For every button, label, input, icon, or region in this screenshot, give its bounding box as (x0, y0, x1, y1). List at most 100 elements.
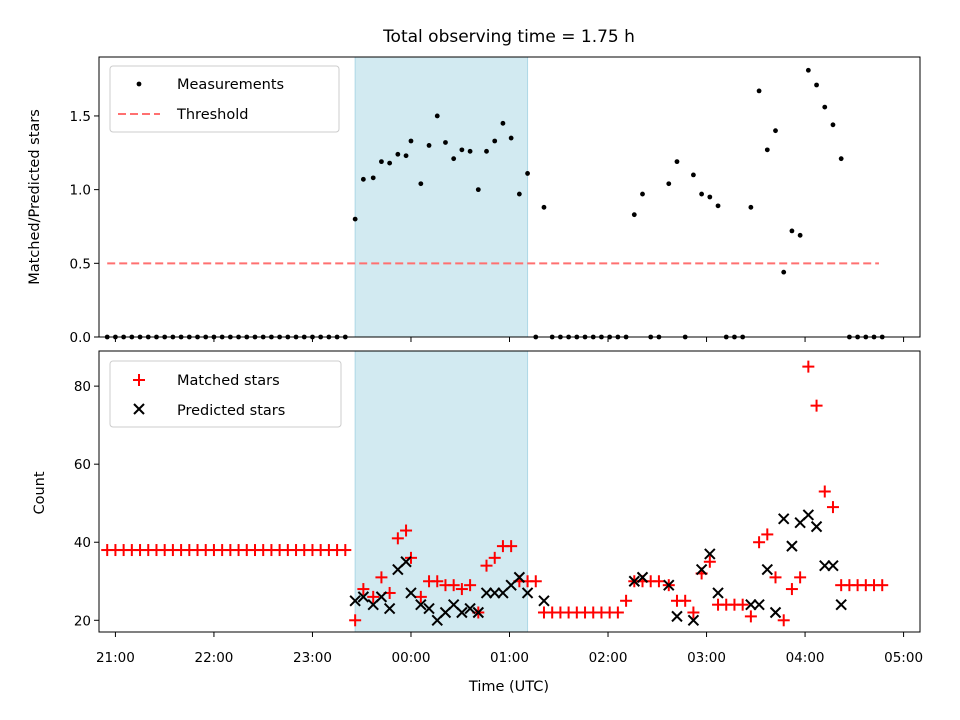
matched-star-point (505, 540, 518, 553)
measurement-point (395, 151, 401, 157)
measurement-point (666, 181, 672, 187)
top-legend: Measurements Threshold (109, 65, 340, 133)
predicted-star-point (400, 556, 412, 568)
measurement-point (434, 113, 440, 119)
matched-star-point (769, 571, 782, 584)
matched-star-point (400, 524, 413, 537)
matched-star-point (349, 614, 362, 627)
matched-star-point (802, 360, 815, 373)
matched-star-point (480, 559, 493, 572)
top-legend-box (109, 65, 340, 133)
predicted-star-point (769, 606, 782, 619)
measurement-point (830, 122, 836, 128)
matched-star-point (876, 579, 889, 592)
measurement-point (379, 159, 384, 165)
measurement-point (408, 138, 414, 144)
bottom-legend: Matched stars Predicted stars (109, 360, 342, 428)
top-axis-ticks: 0.0 0.5 1.0 1.5 (70, 109, 905, 346)
matched-star-point (391, 532, 404, 545)
predicted-star-point (687, 614, 700, 626)
bottom-plot-frame (98, 350, 921, 633)
x-tick-label: 23:00 (293, 650, 332, 666)
matched-star-point (794, 571, 807, 584)
legend-threshold-label: Threshold (176, 107, 248, 123)
measurement-point (707, 194, 713, 200)
x-tick-label: 01:00 (490, 650, 529, 666)
legend-measurements-marker (136, 81, 142, 87)
bottom-y-axis-label: Count (32, 471, 48, 514)
predicted-star-point (786, 540, 798, 552)
measurement-point (475, 187, 481, 193)
predicted-star-point (695, 563, 708, 576)
measurement-point (789, 228, 795, 234)
legend-matched-marker (133, 374, 145, 386)
measurement-point (805, 67, 811, 73)
measurement-point (459, 147, 465, 153)
x-tick-label: 00:00 (392, 650, 431, 666)
matched-star-point (679, 594, 692, 607)
measurement-point (387, 160, 393, 166)
measurement-point (516, 191, 522, 197)
predicted-star-point (671, 610, 683, 623)
top-plot-frame (98, 56, 921, 338)
matched-star-point (620, 594, 633, 607)
bottom-legend-box (109, 360, 342, 428)
predicted-star-point (538, 595, 550, 607)
bottom-panel: 20 40 60 80 21:00 22:00 23:00 00:00 01:00 02:00 03… (32, 350, 923, 695)
x-tick-label: 04:00 (786, 650, 825, 666)
legend-measurements-label: Measurements (177, 77, 284, 93)
measurement-point (781, 269, 787, 275)
matched-star-point (375, 571, 388, 584)
matched-stars-series (101, 360, 889, 627)
chart-title: Total observing time = 1.75 h (382, 27, 635, 47)
measurement-point (814, 82, 819, 88)
matched-star-point (455, 583, 468, 596)
predicted-star-point (375, 591, 388, 603)
matched-star-point (367, 590, 380, 603)
predicted-star-point (464, 602, 476, 615)
top-y-axis-label: Matched/Predicted stars (27, 109, 43, 285)
top-y-tick-label: 0.5 (70, 256, 91, 272)
matched-star-point (611, 606, 624, 619)
x-tick-label: 21:00 (96, 650, 135, 666)
predicted-star-point (636, 571, 649, 584)
measurement-point (403, 153, 409, 159)
predicted-star-point (810, 520, 823, 533)
measurement-point (838, 156, 844, 162)
predicted-star-point (761, 563, 774, 576)
measurement-point (674, 159, 680, 165)
predicted-star-point (802, 509, 815, 521)
measurement-point (352, 216, 358, 222)
bottom-y-tick-label: 60 (74, 457, 91, 473)
measurement-point (748, 204, 754, 210)
matched-star-point (488, 551, 501, 564)
x-tick-label: 02:00 (589, 650, 628, 666)
matched-star-point (810, 399, 823, 412)
legend-matched-label: Matched stars (177, 373, 280, 389)
measurement-point (467, 148, 473, 154)
matched-star-point (464, 579, 477, 592)
measurement-point (418, 181, 424, 187)
matched-star-point (529, 575, 542, 588)
predicted-star-point (423, 602, 435, 615)
bottom-y-tick-label: 40 (74, 535, 91, 551)
legend-predicted-marker (133, 403, 145, 415)
predicted-star-point (513, 571, 526, 584)
x-axis-label: Time (UTC) (468, 679, 549, 695)
measurement-point (443, 140, 448, 145)
measurement-point (508, 135, 514, 141)
matched-star-point (785, 583, 798, 596)
predicted-star-point (521, 587, 534, 599)
predicted-star-point (472, 606, 485, 619)
predicted-star-point (628, 575, 640, 587)
measurement-point (822, 104, 828, 110)
predicted-star-point (405, 587, 417, 599)
top-shaded-interval (354, 56, 529, 338)
predicted-star-point (357, 591, 370, 603)
bottom-axis-ticks: 20 40 60 80 21:00 22:00 23:00 00:00 01:00 02:00 03… (74, 379, 923, 666)
top-panel: 0.0 0.5 1.0 1.5 Total observing time = 1.75… (27, 27, 921, 346)
matched-star-point (339, 544, 352, 557)
matched-star-point (447, 579, 460, 592)
predicted-star-point (835, 598, 847, 611)
